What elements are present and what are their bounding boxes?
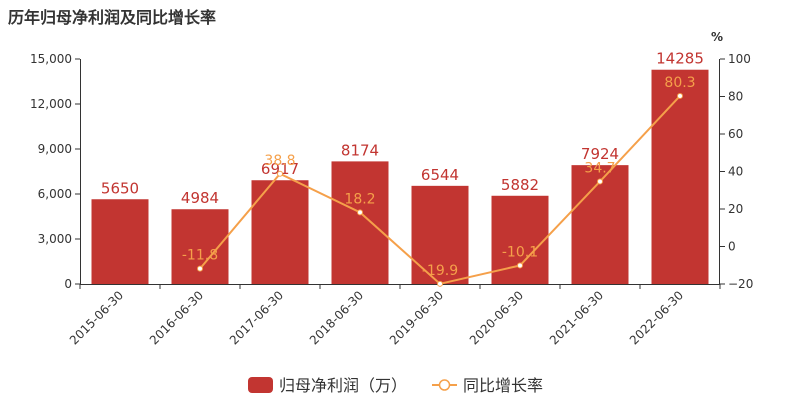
x-tick-label: 2021-06-30 — [547, 288, 606, 347]
bar-value-label: 8174 — [341, 141, 379, 159]
bar — [171, 209, 229, 284]
bar — [251, 180, 309, 284]
bar-value-label: 7924 — [581, 145, 619, 163]
y-left-tick-label: 6,000 — [38, 187, 72, 201]
growth-value-label: -19.9 — [422, 263, 458, 279]
y-left-tick-label: 0 — [64, 277, 72, 291]
legend-bar-label: 归母净利润（万） — [279, 376, 407, 395]
growth-labels: -11.8 38.8 18.2 -19.9 -10.1 34.7 80.3 — [182, 75, 696, 279]
growth-point — [437, 280, 443, 287]
growth-point — [197, 265, 203, 272]
x-tick-label: 2020-06-30 — [467, 288, 526, 347]
growth-value-label: -11.8 — [182, 248, 218, 264]
y-right-tick-label: −20 — [728, 277, 753, 291]
growth-value-label: 18.2 — [344, 191, 375, 207]
bar-value-label: 5650 — [101, 179, 139, 197]
chart-title: 历年归母净利润及同比增长率 — [8, 8, 217, 27]
bar-value-label: 6544 — [421, 166, 459, 184]
y-left-tick-label: 12,000 — [30, 97, 72, 111]
growth-value-label: -10.1 — [502, 244, 538, 260]
growth-value-label: 34.7 — [584, 160, 615, 176]
growth-point — [517, 262, 523, 269]
growth-point — [597, 178, 603, 185]
y-left-tick-label: 15,000 — [30, 52, 72, 66]
bar-value-label: 14285 — [656, 50, 704, 68]
growth-line-layer — [197, 92, 683, 287]
legend: 归母净利润（万） 同比增长率 — [248, 376, 543, 395]
legend-line-label: 同比增长率 — [463, 376, 543, 395]
y-left-tick-label: 3,000 — [38, 232, 72, 246]
bar-value-label: 5882 — [501, 176, 539, 194]
x-tick-label: 2019-06-30 — [387, 288, 446, 347]
bar — [91, 199, 149, 284]
growth-value-label: 80.3 — [664, 75, 695, 91]
bar — [331, 161, 389, 284]
growth-point — [357, 209, 363, 216]
bar — [651, 69, 709, 284]
y-right-tick-label: 0 — [728, 240, 736, 254]
growth-point — [677, 92, 683, 99]
x-tick-label: 2017-06-30 — [227, 288, 286, 347]
bar-value-label: 6917 — [261, 160, 299, 178]
y-right-axis-label: % — [711, 30, 723, 44]
bar-value-label: 4984 — [181, 189, 219, 207]
y-left-tick-label: 9,000 — [38, 142, 72, 156]
bar — [571, 165, 629, 284]
y-right-tick-label: 100 — [728, 52, 751, 66]
growth-value-label: 38.8 — [264, 153, 295, 169]
x-tick-label: 2016-06-30 — [147, 288, 206, 347]
y-right-tick-label: 60 — [728, 127, 743, 141]
x-tick-label: 2015-06-30 — [67, 288, 126, 347]
bar-labels: 5650 4984 6917 8174 6544 5882 7924 14285 — [101, 50, 704, 208]
x-tick-label: 2018-06-30 — [307, 288, 366, 347]
y-right-tick-label: 40 — [728, 165, 743, 179]
legend-bar-swatch — [248, 377, 273, 393]
x-tick-label: 2022-06-30 — [627, 288, 686, 347]
growth-point — [277, 170, 283, 177]
y-right-tick-label: 20 — [728, 202, 743, 216]
y-right-tick-label: 80 — [728, 90, 743, 104]
legend-line-marker — [438, 379, 451, 391]
